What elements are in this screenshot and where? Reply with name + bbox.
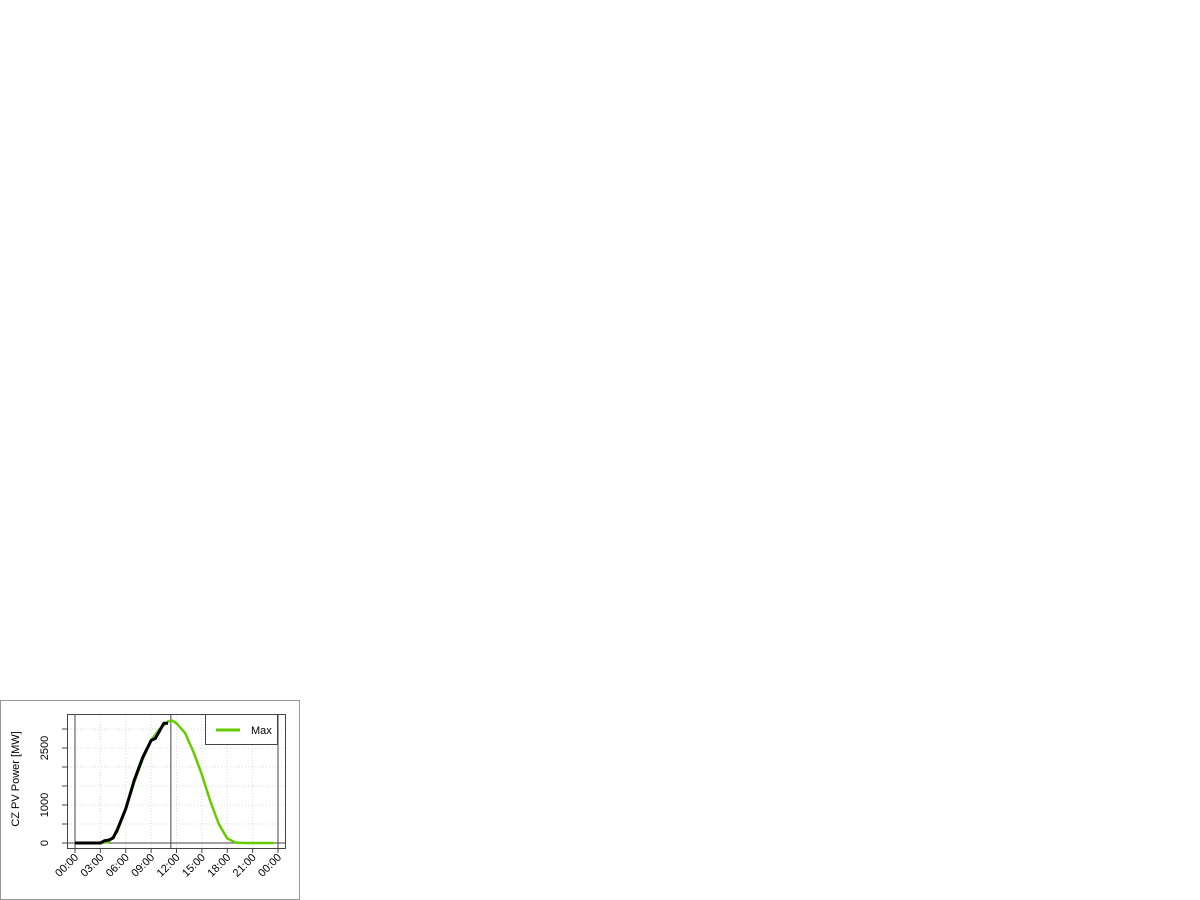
y-tick-label: 2500 — [39, 736, 51, 760]
pv-power-chart: 00:0003:0006:0009:0012:0015:0018:0021:00… — [0, 700, 300, 900]
legend: Max — [205, 714, 278, 745]
y-tick-label: 1000 — [39, 793, 51, 817]
legend-label-max: Max — [251, 725, 272, 737]
y-tick-label: 0 — [39, 840, 51, 846]
y-axis-label: CZ PV Power [MW] — [10, 731, 22, 826]
series-line-measured — [75, 721, 169, 845]
